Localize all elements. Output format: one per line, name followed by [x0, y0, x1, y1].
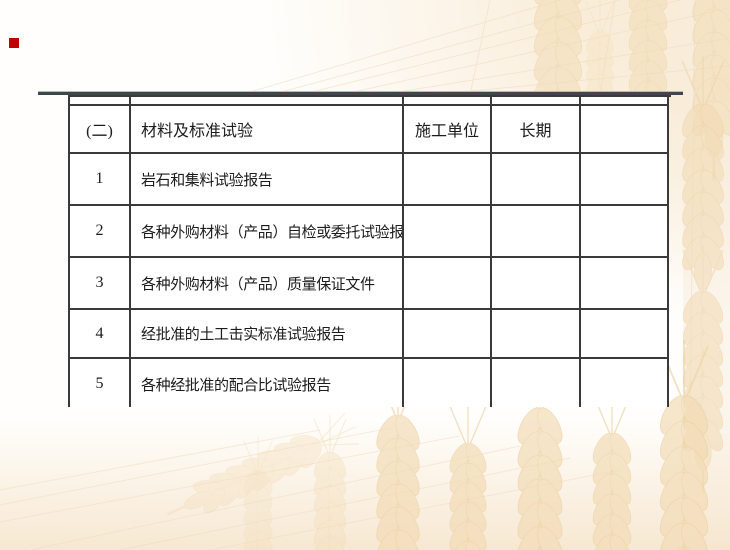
- empty-cell: [581, 310, 669, 359]
- clipped-row-cell: [581, 97, 669, 106]
- empty-cell: [404, 310, 492, 359]
- row-name-cell: 岩石和集料试验报告: [131, 154, 404, 206]
- empty-cell: [492, 206, 581, 258]
- row-number-cell: 2: [70, 206, 131, 258]
- empty-cell: [581, 359, 669, 407]
- empty-cell: [492, 258, 581, 310]
- empty-cell: [492, 359, 581, 407]
- empty-cell: [581, 154, 669, 206]
- row-name-cell: 经批准的土工击实标准试验报告: [131, 310, 404, 359]
- clipped-row-cell: [131, 97, 404, 106]
- header-title-cell: 材料及标准试验: [131, 106, 404, 154]
- header-index-cell: (二): [70, 106, 131, 154]
- clipped-row-cell: [70, 97, 131, 106]
- empty-cell: [404, 154, 492, 206]
- empty-cell: [404, 206, 492, 258]
- clipped-row-cell: [492, 97, 581, 106]
- empty-cell: [404, 258, 492, 310]
- empty-cell: [404, 359, 492, 407]
- row-number-cell: 1: [70, 154, 131, 206]
- empty-cell: [581, 258, 669, 310]
- row-name-cell: 各种外购材料（产品）自检或委托试验报告: [131, 206, 404, 258]
- row-number-cell: 5: [70, 359, 131, 407]
- red-marker: [9, 38, 19, 48]
- header-remark-cell: [581, 106, 669, 154]
- empty-cell: [581, 206, 669, 258]
- archive-table: (二) 材料及标准试验 施工单位 长期 1 岩石和集料试验报告 2 各种外购材料…: [68, 95, 671, 407]
- row-number-cell: 3: [70, 258, 131, 310]
- empty-cell: [492, 154, 581, 206]
- header-duration-cell: 长期: [492, 106, 581, 154]
- row-name-cell: 各种外购材料（产品）质量保证文件: [131, 258, 404, 310]
- header-org-cell: 施工单位: [404, 106, 492, 154]
- empty-cell: [492, 310, 581, 359]
- clipped-row-cell: [404, 97, 492, 106]
- row-number-cell: 4: [70, 310, 131, 359]
- row-name-cell: 各种经批准的配合比试验报告: [131, 359, 404, 407]
- header-rule: [38, 91, 683, 95]
